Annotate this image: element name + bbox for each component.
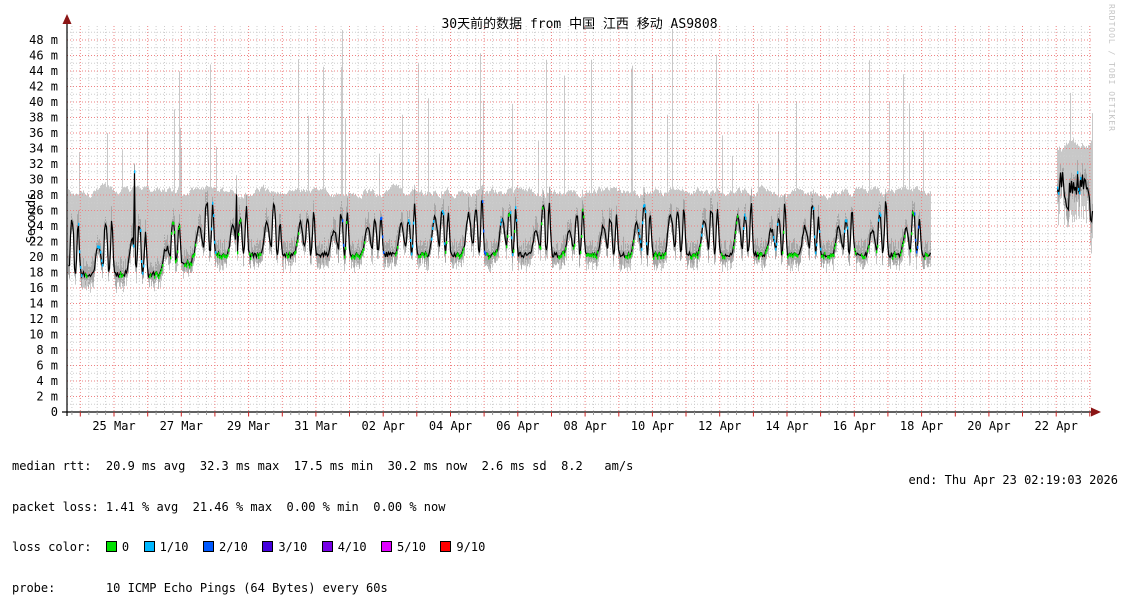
svg-text:08 Apr: 08 Apr (563, 419, 606, 433)
svg-text:27 Mar: 27 Mar (160, 419, 203, 433)
loss-swatch-1-10 (143, 541, 155, 552)
median-rtt-line: median rtt: 20.9 ms avg 32.3 ms max 17.5… (12, 459, 634, 473)
svg-text:40 m: 40 m (29, 95, 58, 109)
svg-text:20 Apr: 20 Apr (967, 419, 1010, 433)
svg-text:2 m: 2 m (36, 390, 58, 404)
svg-text:24 m: 24 m (29, 219, 58, 233)
rrdtool-smokeping-graph: { "title": "30天前的数据 from 中国 江西 移动 AS9808… (12, 4, 1118, 595)
loss-color-legend: loss color: 0 1/10 2/10 3/10 4/10 5/10 9… (12, 540, 633, 555)
svg-text:30 m: 30 m (29, 173, 58, 187)
svg-text:32 m: 32 m (29, 157, 58, 171)
chart-title: 30天前的数据 from 中国 江西 移动 AS9808 (441, 17, 718, 32)
loss-swatch-9-10 (440, 541, 452, 552)
svg-text:31 Mar: 31 Mar (294, 419, 337, 433)
svg-text:22 Apr: 22 Apr (1035, 419, 1078, 433)
svg-text:06 Apr: 06 Apr (496, 419, 539, 433)
loss-swatch-0 (105, 541, 117, 552)
packet-loss-line: packet loss: 1.41 % avg 21.46 % max 0.00… (12, 499, 446, 514)
svg-text:0: 0 (51, 405, 58, 419)
svg-text:26 m: 26 m (29, 204, 58, 218)
svg-text:12 Apr: 12 Apr (698, 419, 741, 433)
loss-swatch-label: 2/10 (218, 540, 263, 554)
svg-text:10 m: 10 m (29, 328, 58, 342)
loss-color-label: loss color: (12, 540, 106, 554)
svg-text:14 Apr: 14 Apr (765, 419, 808, 433)
svg-text:48 m: 48 m (29, 33, 58, 47)
loss-swatch-5-10 (381, 541, 393, 552)
loss-swatch-label: 5/10 (397, 540, 441, 554)
svg-text:44 m: 44 m (29, 64, 58, 78)
svg-text:28 m: 28 m (29, 188, 58, 202)
svg-text:38 m: 38 m (29, 111, 58, 125)
latency-chart: 02 m4 m6 m8 m10 m12 m14 m16 m18 m20 m22 … (29, 14, 1101, 433)
svg-text:46 m: 46 m (29, 49, 58, 63)
svg-text:4 m: 4 m (36, 374, 58, 388)
probe-line: probe: 10 ICMP Echo Pings (64 Bytes) eve… (12, 580, 388, 595)
svg-text:36 m: 36 m (29, 126, 58, 140)
svg-text:16 Apr: 16 Apr (833, 419, 876, 433)
svg-text:14 m: 14 m (29, 297, 58, 311)
loss-swatch-2-10 (202, 541, 214, 552)
svg-text:34 m: 34 m (29, 142, 58, 156)
svg-text:10 Apr: 10 Apr (631, 419, 674, 433)
loss-swatch-3-10 (262, 541, 274, 552)
svg-text:12 m: 12 m (29, 312, 58, 326)
end-timestamp: end: Thu Apr 23 02:19:03 2026 (908, 473, 1118, 487)
svg-text:02 Apr: 02 Apr (362, 419, 405, 433)
svg-text:16 m: 16 m (29, 281, 58, 295)
loss-swatch-4-10 (321, 541, 333, 552)
svg-text:29 Mar: 29 Mar (227, 419, 270, 433)
loss-swatch-label: 0 (121, 540, 144, 554)
svg-text:8 m: 8 m (36, 343, 58, 357)
svg-text:6 m: 6 m (36, 359, 58, 373)
stats-footer: median rtt: 20.9 ms avg 32.3 ms max 17.5… (12, 433, 633, 609)
loss-swatch-label: 1/10 (159, 540, 203, 554)
loss-swatch-label: 3/10 (278, 540, 322, 554)
svg-text:22 m: 22 m (29, 235, 58, 249)
loss-swatch-label: 9/10 (456, 540, 500, 554)
svg-text:25 Mar: 25 Mar (92, 419, 135, 433)
loss-legend-items: 0 1/10 2/10 3/10 4/10 5/10 9/10 (105, 540, 500, 554)
loss-swatch-label: 4/10 (337, 540, 382, 554)
svg-text:18 Apr: 18 Apr (900, 419, 943, 433)
svg-text:20 m: 20 m (29, 250, 58, 264)
svg-text:42 m: 42 m (29, 80, 58, 94)
svg-text:04 Apr: 04 Apr (429, 419, 472, 433)
svg-text:18 m: 18 m (29, 266, 58, 280)
